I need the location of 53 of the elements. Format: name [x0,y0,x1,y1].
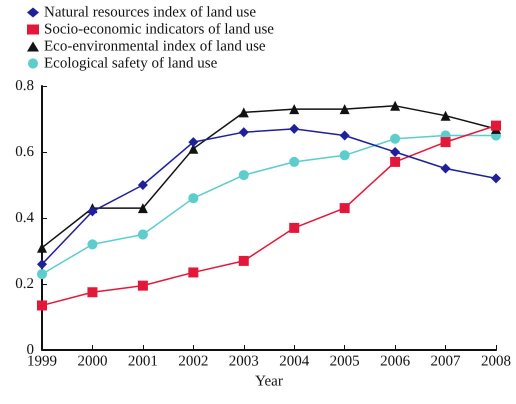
point [440,110,451,121]
x-tick-label: 1999 [27,354,57,370]
point [87,239,98,250]
point [440,137,451,148]
point [37,259,47,270]
point [37,300,47,310]
x-tick-label: 2008 [481,354,511,370]
point [289,104,300,114]
legend-label: Eco-environmental index of land use [44,38,266,54]
point [340,150,350,160]
point [238,256,249,266]
point [238,127,249,138]
point [289,156,300,167]
point [491,120,501,131]
y-tick-label: 0.6 [15,144,34,160]
y-tick-label: 0.8 [15,78,34,94]
x-axis-title: Year [255,374,283,390]
point [491,173,501,184]
x-tick-label: 2003 [228,354,259,370]
point [138,203,148,214]
point [440,164,451,174]
point [390,134,400,144]
y-tick-label: 0.4 [15,210,34,226]
point [340,203,350,214]
point [87,206,98,216]
point [37,269,47,280]
point [138,230,148,240]
x-tick-label: 2005 [330,354,360,370]
point [390,156,400,167]
point [188,193,198,204]
point [188,267,198,278]
point [390,100,400,111]
point [340,104,350,114]
legend-label: Ecological safety of land use [44,56,218,72]
x-tick-label: 2006 [380,354,411,370]
point [238,107,249,118]
point [188,137,198,148]
x-tick-label: 2000 [77,354,108,370]
x-tick-label: 2004 [279,354,310,370]
point [289,124,300,134]
point [87,287,98,298]
x-tick-label: 2007 [430,354,462,370]
point [390,147,400,157]
y-tick-label: 0.2 [15,276,34,292]
point [289,222,300,233]
legend-label: Natural resources index of land use [44,4,256,20]
x-tick-label: 2001 [128,354,158,370]
point [138,180,148,190]
point [238,170,249,180]
point [138,280,148,291]
legend-label: Socio-economic indicators of land use [44,22,274,38]
point [340,130,350,140]
x-tick-label: 2002 [178,354,208,370]
